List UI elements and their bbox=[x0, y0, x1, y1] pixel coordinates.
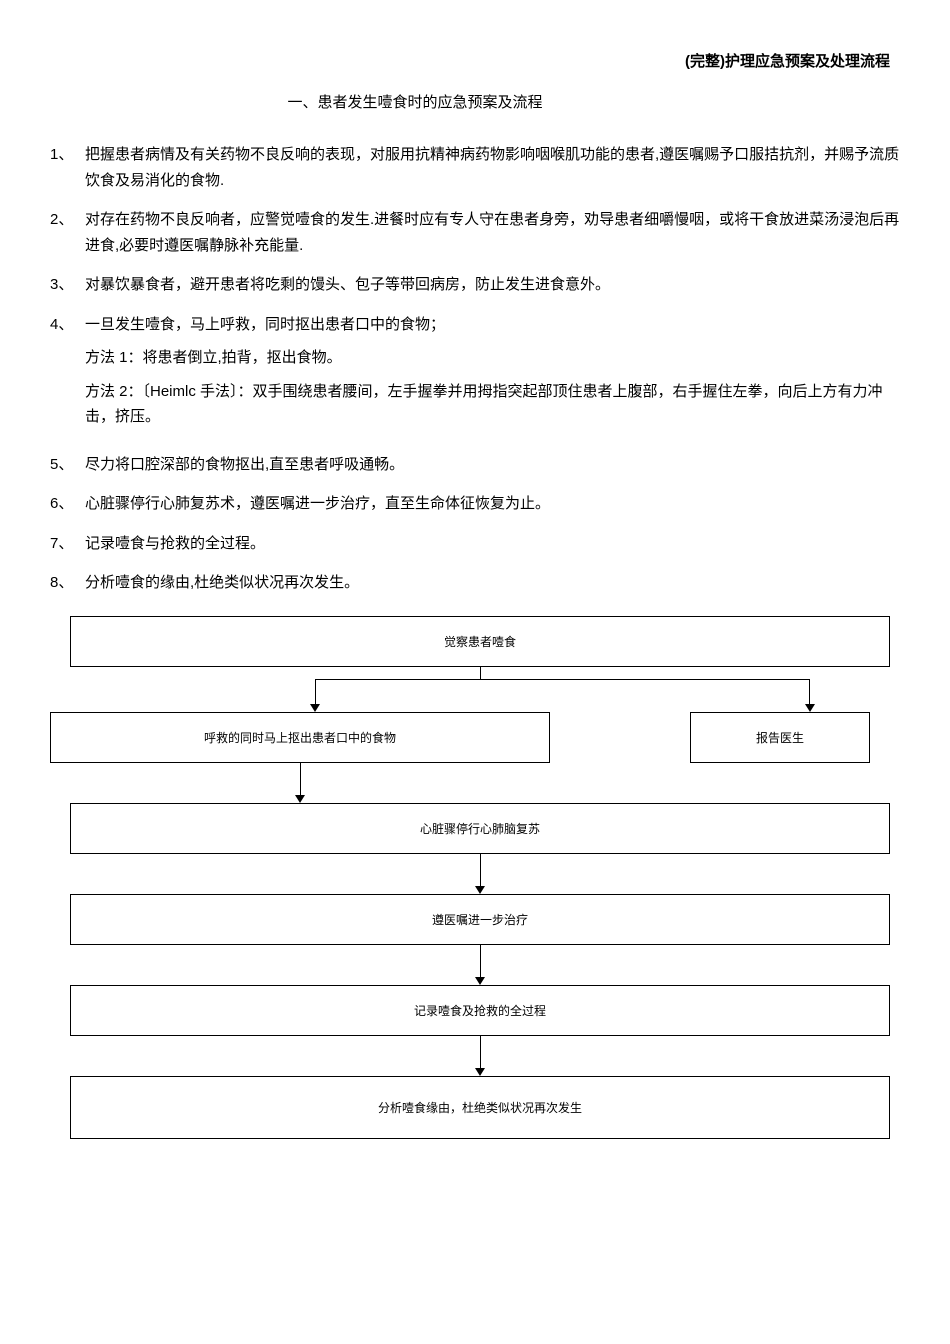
flow-arrow bbox=[70, 854, 890, 894]
flow-row-split: 呼救的同时马上抠出患者口中的食物 报告医生 bbox=[50, 712, 920, 763]
item-text: 对存在药物不良反响者，应警觉噎食的发生.进餐时应有专人守在患者身旁，劝导患者细嚼… bbox=[85, 207, 910, 258]
flow-box-cpr: 心脏骤停行心肺脑复苏 bbox=[70, 803, 890, 854]
item-text: 对暴饮暴食者，避开患者将吃剩的馒头、包子等带回病房，防止发生进食意外。 bbox=[85, 272, 910, 298]
item-text: 一旦发生噎食，马上呼救，同时抠出患者口中的食物； bbox=[85, 312, 910, 338]
flowchart: 觉察患者噎食 呼救的同时马上抠出患者口中的食物 报告医生 心脏骤停行心肺脑复苏 … bbox=[40, 616, 910, 1139]
flow-box-detect: 觉察患者噎食 bbox=[70, 616, 890, 667]
list-item: 5、 尽力将口腔深部的食物抠出,直至患者呼吸通畅。 bbox=[50, 452, 910, 478]
item-text: 分析噎食的缘由,杜绝类似状况再次发生。 bbox=[85, 570, 910, 596]
item-number: 4、 bbox=[50, 312, 85, 438]
method-1: 方法 1：将患者倒立,拍背，抠出食物。 bbox=[85, 345, 910, 371]
item-number: 3、 bbox=[50, 272, 85, 298]
page-title: 一、患者发生噎食时的应急预案及流程 bbox=[40, 91, 910, 112]
list-item: 3、 对暴饮暴食者，避开患者将吃剩的馒头、包子等带回病房，防止发生进食意外。 bbox=[50, 272, 910, 298]
flow-box-treatment: 遵医嘱进一步治疗 bbox=[70, 894, 890, 945]
item-number: 1、 bbox=[50, 142, 85, 193]
flow-arrow bbox=[70, 1036, 890, 1076]
list-item: 8、 分析噎食的缘由,杜绝类似状况再次发生。 bbox=[50, 570, 910, 596]
item-number: 6、 bbox=[50, 491, 85, 517]
numbered-list: 1、 把握患者病情及有关药物不良反响的表现，对服用抗精神病药物影响咽喉肌功能的患… bbox=[40, 142, 910, 596]
list-item: 1、 把握患者病情及有关药物不良反响的表现，对服用抗精神病药物影响咽喉肌功能的患… bbox=[50, 142, 910, 193]
list-item: 2、 对存在药物不良反响者，应警觉噎食的发生.进餐时应有专人守在患者身旁，劝导患… bbox=[50, 207, 910, 258]
item-content: 一旦发生噎食，马上呼救，同时抠出患者口中的食物； 方法 1：将患者倒立,拍背，抠… bbox=[85, 312, 910, 438]
item-text: 把握患者病情及有关药物不良反响的表现，对服用抗精神病药物影响咽喉肌功能的患者,遵… bbox=[85, 142, 910, 193]
item-text: 尽力将口腔深部的食物抠出,直至患者呼吸通畅。 bbox=[85, 452, 910, 478]
flow-box-record: 记录噎食及抢救的全过程 bbox=[70, 985, 890, 1036]
item-number: 5、 bbox=[50, 452, 85, 478]
item-number: 8、 bbox=[50, 570, 85, 596]
list-item: 6、 心脏骤停行心肺复苏术，遵医嘱进一步治疗，直至生命体征恢复为止。 bbox=[50, 491, 910, 517]
item-number: 7、 bbox=[50, 531, 85, 557]
header-subtitle: (完整)护理应急预案及处理流程 bbox=[40, 50, 910, 71]
item-text: 心脏骤停行心肺复苏术，遵医嘱进一步治疗，直至生命体征恢复为止。 bbox=[85, 491, 910, 517]
list-item: 7、 记录噎食与抢救的全过程。 bbox=[50, 531, 910, 557]
flow-box-analyze: 分析噎食缘由，杜绝类似状况再次发生 bbox=[70, 1076, 890, 1139]
method-2: 方法 2：〔Heimlc 手法〕：双手围绕患者腰间，左手握拳并用拇指突起部顶住患… bbox=[85, 379, 910, 430]
flow-box-report: 报告医生 bbox=[690, 712, 870, 763]
item-text: 记录噎食与抢救的全过程。 bbox=[85, 531, 910, 557]
flow-arrow bbox=[70, 945, 890, 985]
flow-arrow-split bbox=[70, 667, 890, 712]
item-number: 2、 bbox=[50, 207, 85, 258]
flow-box-rescue: 呼救的同时马上抠出患者口中的食物 bbox=[50, 712, 550, 763]
list-item: 4、 一旦发生噎食，马上呼救，同时抠出患者口中的食物； 方法 1：将患者倒立,拍… bbox=[50, 312, 910, 438]
